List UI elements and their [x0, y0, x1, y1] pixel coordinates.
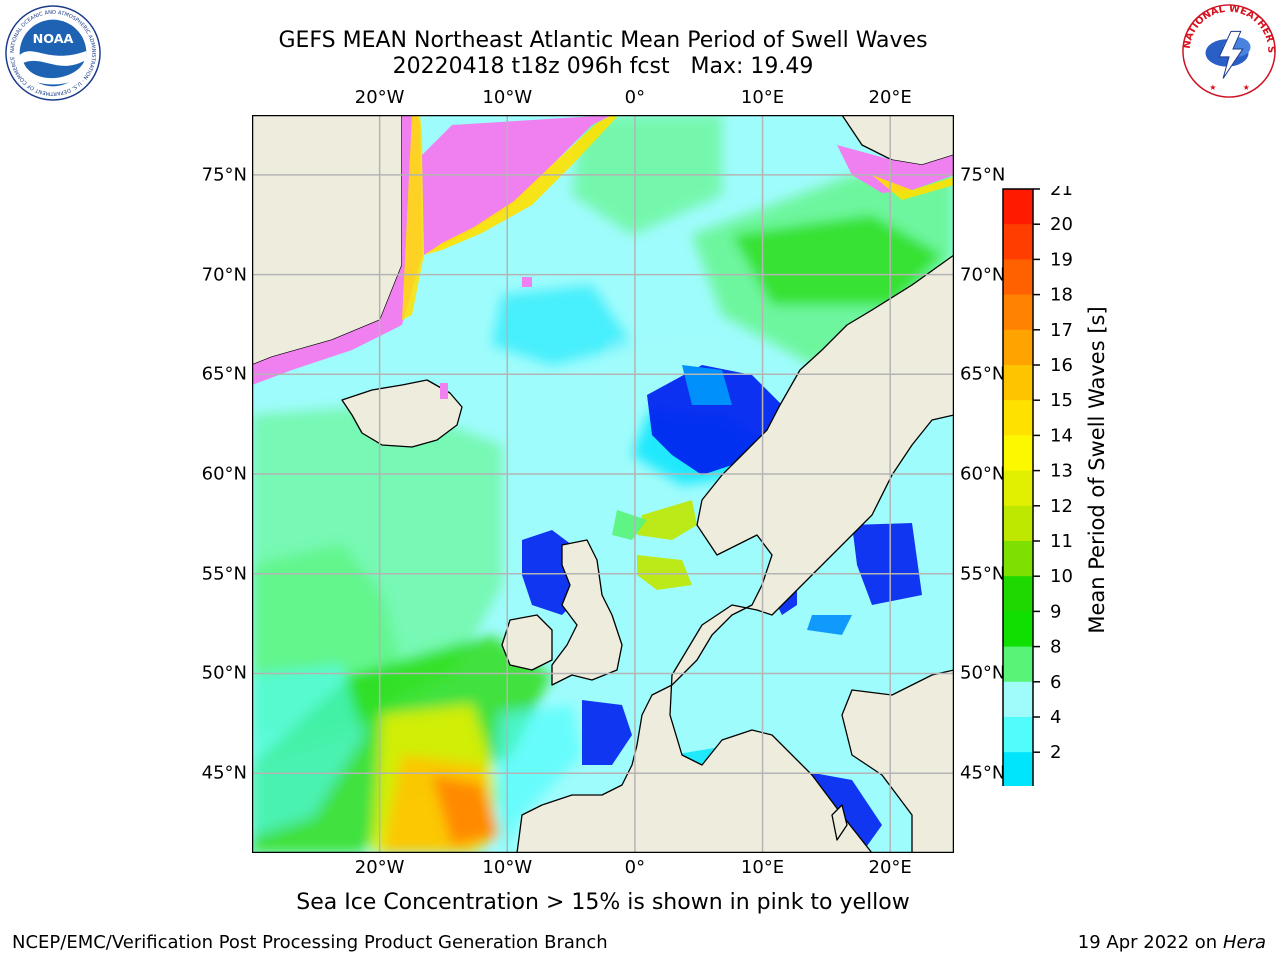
y-tick-label-right: 70°N: [960, 264, 1006, 286]
colorbar-tick-label: 14: [1050, 425, 1073, 446]
colorbar-segment: [1003, 189, 1033, 225]
colorbar-tick-label: 17: [1050, 320, 1073, 341]
colorbar-tick-label: 4: [1050, 707, 1061, 728]
land-ireland: [501, 614, 553, 671]
colorbar-graphic: 21 20 19 18 17 16 15 14 13 12 11 10 9 8 6 4 2: [1001, 179, 1073, 853]
x-tick-label-bottom: 20°W: [354, 857, 405, 878]
colorbar: 21 20 19 18 17 16 15 14 13 12 11 10 9 8 6 4 2: [1000, 179, 1150, 853]
x-tick-label-top: 10°E: [740, 87, 785, 108]
x-tick-label-top: 0°: [624, 87, 646, 108]
nws-logo: NATIONAL WEATHER SERVICE ★ ★: [1180, 2, 1276, 98]
y-tick-label-left: 45°N: [201, 762, 247, 784]
x-tick-label-top: 10°W: [482, 87, 533, 108]
y-tick-label-left: 70°N: [201, 264, 247, 286]
swell-period-map[interactable]: [251, 114, 955, 854]
footer-credit: NCEP/EMC/Verification Post Processing Pr…: [12, 932, 608, 953]
y-tick-label-left: 65°N: [201, 363, 247, 385]
y-tick-label-left: 50°N: [201, 662, 247, 684]
footer-date: 19 Apr 2022 on Hera: [1078, 932, 1266, 953]
y-tick-label-right: 65°N: [960, 363, 1006, 385]
colorbar-segment: [1003, 541, 1033, 577]
colorbar-segment: [1003, 224, 1033, 260]
colorbar-label: Mean Period of Swell Waves [s]: [1085, 306, 1109, 634]
colorbar-tick-label: 16: [1050, 355, 1073, 376]
colorbar-segment: [1003, 505, 1033, 542]
colorbar-segment: [1003, 681, 1033, 718]
y-tick-label-right: 75°N: [960, 164, 1006, 186]
x-tick-label-top: 20°E: [868, 87, 912, 108]
land-europe: [516, 254, 954, 853]
chart-subtitle-run: 20220418 t18z 096h fcst Max: 19.49: [392, 54, 814, 79]
noaa-logo: NATIONAL OCEANIC AND ATMOSPHERIC ADMINIS…: [5, 5, 101, 101]
y-tick-label-right: 60°N: [960, 463, 1006, 485]
x-tick-label-top: 20°W: [354, 87, 405, 108]
sea-ice-note: Sea Ice Concentration > 15% is shown in …: [296, 890, 910, 915]
colorbar-tick-label: 2: [1050, 742, 1061, 763]
chart-title: GEFS MEAN Northeast Atlantic Mean Period…: [278, 28, 928, 53]
land: [252, 115, 954, 853]
footer-date-text: 19 Apr 2022 on: [1077, 932, 1223, 953]
map-canvas[interactable]: [251, 114, 955, 854]
colorbar-segment: [1003, 611, 1033, 648]
land-great-britain: [551, 539, 623, 686]
colorbar-tick-label: 19: [1050, 249, 1073, 270]
colorbar-segment: [1003, 329, 1033, 366]
y-tick-label-left: 75°N: [201, 164, 247, 186]
land-island: [831, 804, 848, 841]
colorbar-segment: [1003, 752, 1033, 788]
y-tick-label-right: 45°N: [960, 762, 1006, 784]
colorbar-tick-label: 15: [1050, 390, 1073, 411]
svg-text:★: ★: [1209, 83, 1216, 92]
svg-text:★: ★: [1243, 83, 1250, 92]
colorbar-tick-label: 20: [1050, 214, 1073, 235]
colorbar-segment: [1003, 365, 1033, 401]
colorbar-segment: [1003, 435, 1033, 472]
colorbar-segment: [1003, 576, 1033, 612]
noaa-text: NOAA: [33, 32, 74, 47]
gridlines: [252, 115, 954, 853]
y-tick-label-right: 55°N: [960, 563, 1006, 585]
x-tick-label-bottom: 10°W: [482, 857, 533, 878]
colorbar-tick-label: 18: [1050, 285, 1073, 306]
colorbar-tick-label: 6: [1050, 672, 1061, 693]
colorbar-tick-label: 11: [1050, 531, 1073, 552]
colorbar-segment: [1003, 400, 1033, 436]
colorbar-tick-label: 9: [1050, 601, 1061, 622]
y-tick-label-left: 55°N: [201, 563, 247, 585]
footer-host: Hera: [1222, 932, 1266, 953]
land-iceland: [341, 379, 463, 448]
colorbar-tick-label: 21: [1050, 186, 1073, 200]
colorbar-segment: [1003, 294, 1033, 331]
colorbar-segment: [1003, 259, 1033, 296]
colorbar-segment: [1003, 646, 1033, 683]
map-border: [251, 114, 955, 854]
y-tick-label-left: 60°N: [201, 463, 247, 485]
sea-ice: [252, 115, 954, 399]
colorbar-tick-label: 10: [1050, 566, 1073, 587]
y-tick-label-right: 50°N: [960, 662, 1006, 684]
colorbar-tick-label: 12: [1050, 496, 1073, 517]
x-tick-label-bottom: 20°E: [868, 857, 912, 878]
colorbar-segment: [1003, 470, 1033, 507]
colorbar-tick-label: 13: [1050, 461, 1073, 482]
x-tick-label-bottom: 10°E: [740, 857, 785, 878]
colorbar-segment: [1003, 717, 1033, 753]
colorbar-tick-label: 8: [1050, 637, 1061, 658]
x-tick-label-bottom: 0°: [624, 857, 646, 878]
